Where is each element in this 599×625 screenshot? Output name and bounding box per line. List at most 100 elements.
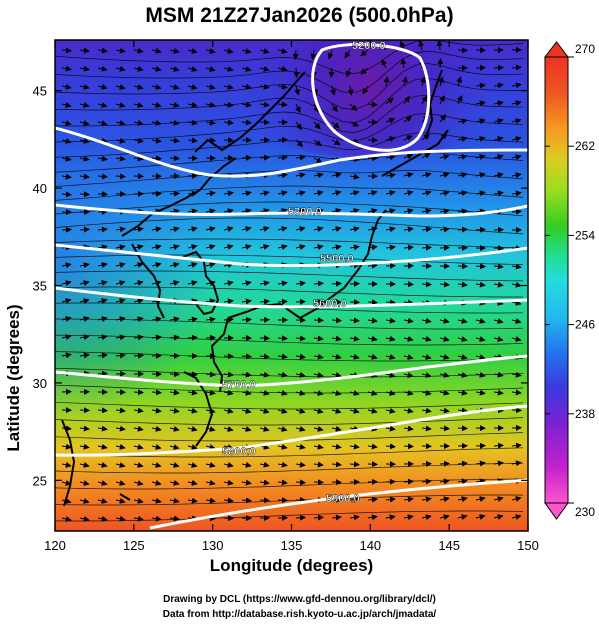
wind-arrow [295, 443, 306, 450]
wind-arrow [277, 101, 288, 108]
colorbar-tick-label: 230 [575, 505, 595, 519]
x-tick-label: 130 [202, 538, 224, 553]
colorbar-tick-label: 238 [575, 407, 595, 421]
wind-arrow [241, 389, 252, 396]
wind-arrow [259, 226, 270, 232]
wind-arrow [97, 226, 108, 233]
wind-arrow [133, 407, 144, 414]
wind-arrow [349, 317, 360, 324]
wind-arrow [418, 40, 425, 51]
wind-arrow [259, 461, 270, 468]
wind-arrow [295, 426, 306, 432]
wind-arrow [347, 85, 354, 96]
streamline [55, 63, 524, 110]
wind-arrow [241, 280, 252, 287]
wind-arrow [421, 208, 432, 215]
wind-arrow [367, 514, 378, 521]
wind-arrow [277, 154, 288, 161]
wind-arrow [169, 515, 180, 522]
wind-arrow [151, 444, 162, 450]
wind-arrow [187, 262, 198, 268]
wind-arrow [344, 49, 351, 59]
wind-arrow [277, 172, 288, 179]
wind-arrow [133, 480, 144, 486]
y-tick-label: 25 [33, 473, 47, 488]
wind-arrow [241, 408, 252, 414]
wind-arrow [385, 443, 396, 450]
x-axis-label: Longitude (degrees) [209, 556, 374, 575]
wind-arrow [349, 138, 360, 145]
wind-arrow [223, 280, 234, 287]
wind-arrow [293, 67, 300, 78]
wind-arrow [187, 444, 198, 450]
wind-arrow [169, 101, 180, 108]
streamline [55, 318, 524, 330]
wind-arrow [79, 498, 90, 504]
wind-arrow [205, 190, 216, 197]
wind-arrow [367, 208, 378, 214]
wind-arrow [437, 58, 444, 69]
wind-arrow [331, 103, 338, 113]
wind-arrow [241, 208, 252, 215]
wind-arrow [97, 480, 108, 486]
wind-arrow [457, 514, 468, 520]
wind-arrow [421, 95, 427, 105]
wind-arrow [133, 155, 144, 162]
wind-arrow [187, 316, 198, 323]
wind-arrow [223, 515, 234, 522]
wind-arrow [493, 263, 504, 270]
wind-arrow [133, 444, 144, 450]
wind-arrow [79, 316, 90, 322]
wind-arrow [205, 244, 216, 250]
wind-arrow [511, 172, 522, 179]
wind-arrow [241, 48, 252, 54]
streamline [55, 510, 524, 522]
wind-arrow [439, 478, 450, 485]
wind-arrow [79, 280, 90, 286]
wind-arrow [205, 316, 216, 323]
wind-arrow [313, 208, 324, 214]
wind-arrow [61, 65, 72, 72]
wind-arrow [439, 514, 450, 521]
wind-arrow [169, 407, 180, 414]
wind-arrow [313, 317, 324, 324]
wind-arrow [259, 298, 270, 305]
wind-arrow [457, 460, 468, 467]
wind-arrow [493, 442, 504, 449]
wind-arrow [385, 335, 396, 342]
wind-arrow [385, 244, 396, 251]
wind-arrow [457, 172, 468, 178]
wind-arrow [493, 336, 504, 342]
wind-arrow [457, 354, 468, 360]
wind-arrow [457, 118, 468, 125]
wind-arrow [313, 121, 321, 130]
wind-arrow [205, 497, 216, 504]
wind-arrow [133, 334, 144, 341]
wind-arrow [367, 390, 378, 396]
wind-arrow [367, 407, 378, 414]
wind-arrow [223, 137, 234, 144]
x-tick-label: 135 [281, 538, 303, 553]
wind-arrow [151, 425, 162, 432]
wind-arrow [385, 478, 396, 485]
wind-arrow [421, 425, 432, 432]
wind-arrow [115, 480, 126, 486]
wind-arrow [151, 137, 162, 144]
wind-arrow [439, 317, 450, 324]
wind-arrow [385, 390, 396, 396]
wind-arrow [421, 407, 432, 414]
wind-arrow [169, 280, 180, 286]
wind-arrow [115, 443, 126, 450]
wind-arrow [295, 353, 306, 360]
wind-arrow [61, 480, 72, 486]
wind-arrow [151, 66, 162, 72]
wind-arrow [169, 462, 180, 468]
wind-arrow [259, 190, 270, 197]
wind-arrow [475, 371, 486, 378]
wind-arrow [151, 334, 162, 341]
wind-arrow [400, 58, 407, 69]
colorbar-tick-label: 270 [575, 42, 595, 56]
wind-arrow [169, 66, 180, 72]
wind-arrow [151, 102, 162, 108]
credit-drawing: Drawing by DCL (https://www.gfd-dennou.o… [163, 594, 436, 605]
